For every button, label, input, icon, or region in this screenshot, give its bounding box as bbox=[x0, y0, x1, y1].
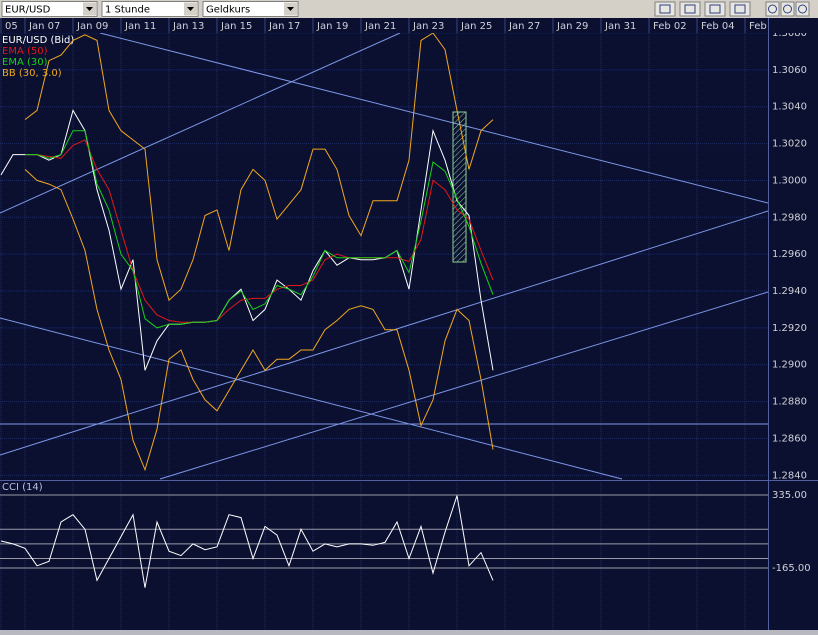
tool-icon bbox=[684, 4, 696, 14]
scrollbar[interactable] bbox=[0, 630, 818, 635]
y-tick-label: 1.2960 bbox=[772, 249, 807, 260]
tool-icon bbox=[659, 4, 671, 14]
x-tick-label: Jan 17 bbox=[268, 21, 300, 32]
y-tick-label: 1.2840 bbox=[772, 470, 807, 481]
series-line bbox=[0, 109, 494, 371]
x-tick-label: Jan 15 bbox=[220, 21, 252, 32]
x-tick-label: Jan 23 bbox=[412, 21, 444, 32]
x-tick-label: Feb bbox=[749, 21, 767, 32]
y-tick-label: 1.2880 bbox=[772, 397, 807, 408]
dropdown-box bbox=[202, 1, 299, 17]
series-line bbox=[0, 495, 494, 588]
y-tick-label: 335.00 bbox=[772, 490, 807, 501]
y-tick-label: 1.3080 bbox=[772, 28, 807, 39]
cci-panel: 335.00 -165.00 CCI (14) bbox=[0, 482, 811, 630]
panel-title: CCI (14) bbox=[2, 482, 43, 493]
x-tick-label: Jan 13 bbox=[172, 21, 204, 32]
dropdown-box bbox=[1, 1, 98, 17]
dropdown-arrow bbox=[187, 7, 194, 11]
y-tick-label: 1.2940 bbox=[772, 286, 807, 297]
dropdown-arrow bbox=[86, 7, 93, 11]
window-icon bbox=[783, 4, 792, 14]
series-layer: EUR/USD (Bid)EMA (50)EMA (30)BB (30, 3.0… bbox=[0, 32, 494, 472]
price-type-dropdown[interactable]: Geldkurs bbox=[202, 1, 299, 17]
x-tick-label: Jan 19 bbox=[316, 21, 348, 32]
trend-line bbox=[159, 291, 769, 480]
dropdown-text: Geldkurs bbox=[206, 5, 250, 16]
y-tick-label: -165.00 bbox=[772, 563, 811, 574]
legend-entry: EMA (30) bbox=[2, 57, 48, 68]
x-tick-label: Jan 09 bbox=[76, 21, 108, 32]
x-tick-label: Jan 29 bbox=[556, 21, 588, 32]
tool-button[interactable] bbox=[654, 1, 676, 17]
dropdown-arrow bbox=[287, 7, 294, 11]
date-axis: 05 Jan 07 Jan 09 Jan 11 Jan 13 Jan 15 Jan 17 Ja… bbox=[0, 18, 767, 33]
tool-buttons bbox=[654, 1, 810, 17]
series-line bbox=[25, 130, 494, 329]
x-tick-label: Jan 07 bbox=[28, 21, 60, 32]
x-tick-label: Feb 02 bbox=[653, 21, 687, 32]
symbol-dropdown[interactable]: EUR/USD bbox=[1, 1, 98, 17]
trend-line bbox=[99, 32, 769, 204]
legend-entry: EUR/USD (Bid) bbox=[2, 35, 74, 46]
legend-entry: BB (30, 3.0) bbox=[2, 68, 62, 79]
x-tick-label: Jan 31 bbox=[604, 21, 636, 32]
x-tick-label: Jan 27 bbox=[508, 21, 540, 32]
toolbar: EUR/USD 1 Stunde Geldkurs bbox=[0, 0, 818, 18]
x-tick-label: Jan 25 bbox=[460, 21, 492, 32]
tool-icon bbox=[709, 4, 721, 14]
y-tick-label: 1.3040 bbox=[772, 102, 807, 113]
x-tick-label: Jan 21 bbox=[364, 21, 396, 32]
window-button[interactable] bbox=[795, 1, 810, 17]
x-tick-label: Feb 04 bbox=[701, 21, 735, 32]
dropdown-box bbox=[101, 1, 199, 17]
window-icon bbox=[768, 4, 777, 14]
y-tick-label: 1.3060 bbox=[772, 65, 807, 76]
x-tick-label: Jan 11 bbox=[124, 21, 156, 32]
dropdown-text: 1 Stunde bbox=[105, 5, 150, 16]
dropdown-text: EUR/USD bbox=[5, 5, 51, 16]
y-tick-label: 1.2860 bbox=[772, 433, 807, 444]
series-line bbox=[25, 139, 494, 323]
tool-button[interactable] bbox=[729, 1, 751, 17]
series-line bbox=[24, 32, 494, 302]
tool-button[interactable] bbox=[679, 1, 701, 17]
y-tick-label: 1.2980 bbox=[772, 212, 807, 223]
window-button[interactable] bbox=[780, 1, 795, 17]
legend-entry: EMA (50) bbox=[2, 46, 48, 57]
window-button[interactable] bbox=[765, 1, 780, 17]
window-icon bbox=[798, 4, 807, 14]
y-tick-label: 1.3000 bbox=[772, 175, 807, 186]
tool-button[interactable] bbox=[704, 1, 726, 17]
y-tick-label: 1.3020 bbox=[772, 139, 807, 150]
trend-line bbox=[0, 317, 623, 480]
x-tick-label: 05 bbox=[5, 21, 18, 32]
y-tick-label: 1.2920 bbox=[772, 323, 807, 334]
highlight-box bbox=[452, 111, 467, 263]
tool-icon bbox=[734, 4, 746, 14]
interval-dropdown[interactable]: 1 Stunde bbox=[101, 1, 199, 17]
band-lower-line bbox=[24, 169, 494, 472]
y-tick-label: 1.2900 bbox=[772, 360, 807, 371]
trend-line bbox=[0, 32, 401, 214]
